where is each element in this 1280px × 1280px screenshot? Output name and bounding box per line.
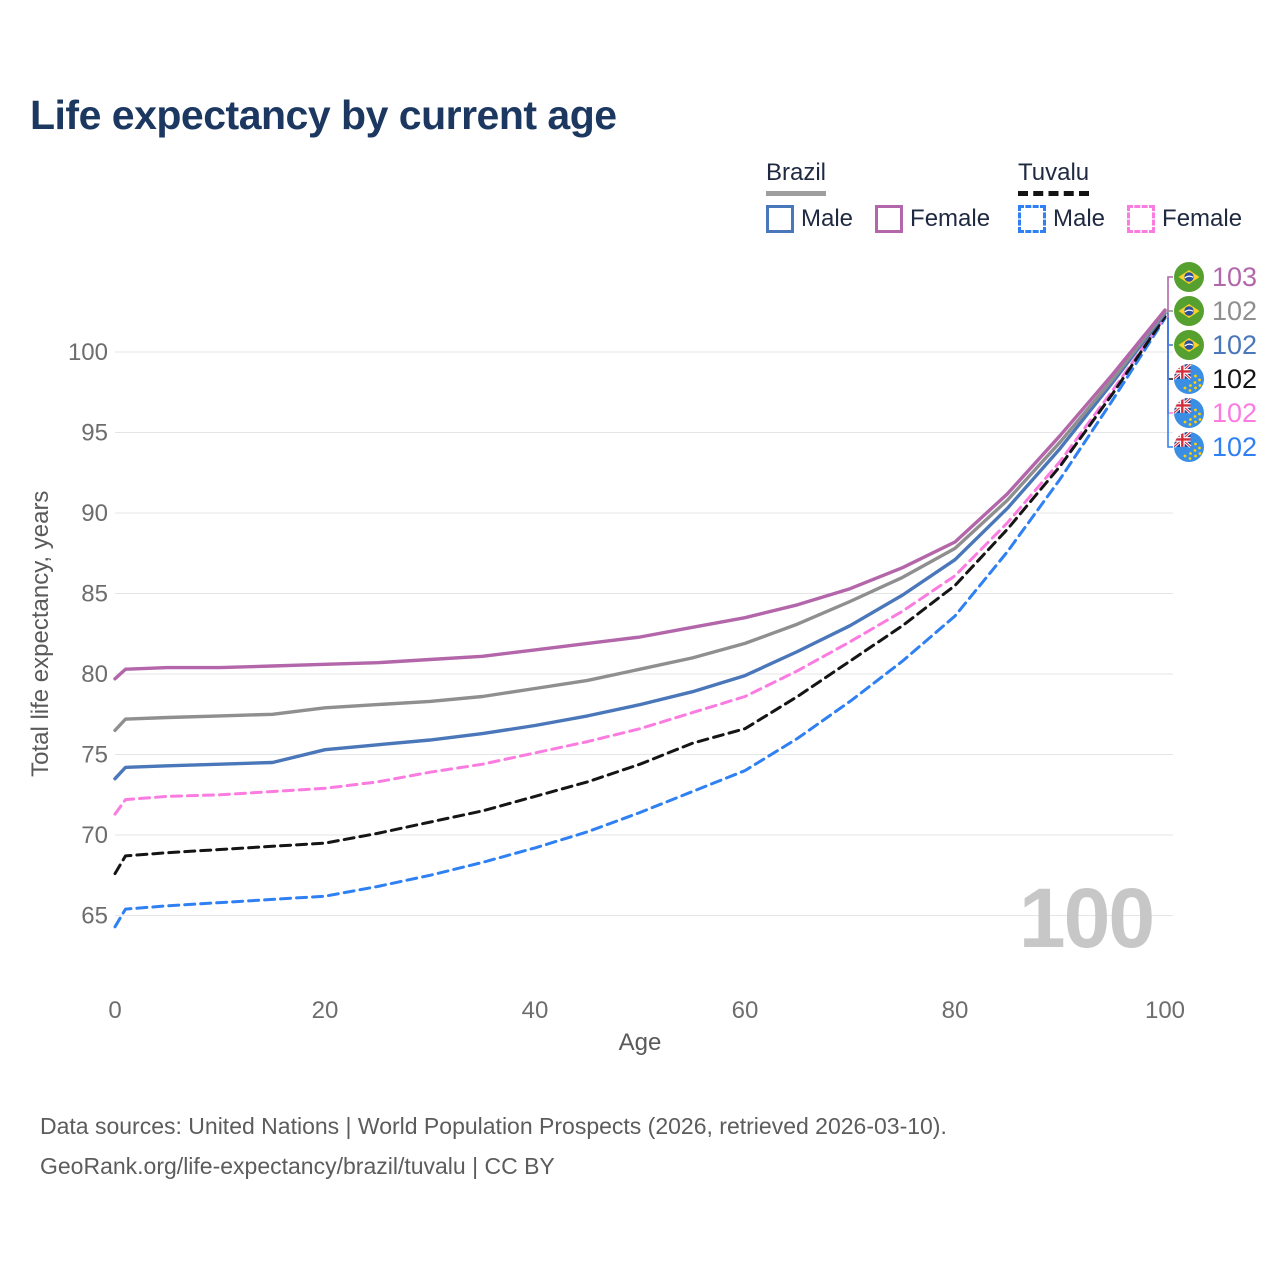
chart-footer: Data sources: United Nations | World Pop…: [40, 1106, 1240, 1186]
series-line-brazil-female[interactable]: [113, 308, 1167, 681]
legend-item-label: Female: [910, 205, 991, 233]
y-tick-label: 95: [81, 420, 108, 447]
footer-sources-line: Data sources: United Nations | World Pop…: [40, 1113, 947, 1139]
legend-row-brazil: Male Female: [766, 205, 1012, 234]
series-line-tuvalu-both-sexes[interactable]: [113, 315, 1167, 876]
legend-item-label: Female: [1162, 205, 1243, 233]
brazil-male-swatch-icon[interactable]: [766, 205, 794, 234]
y-tick-label: 80: [81, 661, 108, 688]
legend-item-tuvalu-male[interactable]: Male: [1018, 205, 1106, 234]
x-tick-label: 40: [522, 997, 549, 1024]
y-tick-label: 65: [81, 903, 108, 930]
leader-line: [1167, 310, 1173, 313]
footer-url-line: GeoRank.org/life-expectancy/brazil/tuval…: [40, 1153, 555, 1179]
series-line-brazil-both-sexes[interactable]: [113, 310, 1167, 733]
x-axis-title: Age: [619, 1029, 662, 1056]
brazil-flag-icon: [1173, 329, 1205, 361]
tuvalu-flag-icon: [1174, 398, 1204, 428]
end-value-label: 102: [1212, 330, 1257, 360]
x-tick-label: 100: [1145, 997, 1185, 1024]
legend-row-tuvalu: Male Female: [1018, 205, 1264, 234]
x-tick-label: 20: [312, 997, 339, 1024]
brazil-flag-icon: [1173, 295, 1205, 327]
tuvalu-flag-icon: [1174, 364, 1204, 394]
end-value-label: 102: [1212, 398, 1257, 428]
x-tick-label: 80: [942, 997, 969, 1024]
y-axis-title: Total life expectancy, years: [27, 491, 54, 777]
series-line-brazil-male[interactable]: [113, 311, 1167, 781]
tuvalu-male-swatch-icon[interactable]: [1018, 205, 1046, 234]
legend-group-brazil: Brazil Male Female: [766, 159, 1012, 234]
y-tick-label: 100: [68, 339, 108, 366]
chart-canvas: 65 70 75 80 85 90 95 100 0 20 40 60 80 100 Age Total li…: [27, 261, 1257, 1056]
legend-item-tuvalu-female[interactable]: Female: [1127, 205, 1243, 234]
end-value-label: 102: [1212, 296, 1257, 326]
x-tick-label: 0: [108, 997, 121, 1024]
age-watermark: 100: [1019, 871, 1153, 965]
y-tick-label: 70: [81, 822, 108, 849]
y-tick-label: 75: [81, 742, 108, 769]
leader-line: [1167, 317, 1173, 448]
x-tick-label: 60: [732, 997, 759, 1024]
series-line-tuvalu-female[interactable]: [113, 315, 1167, 816]
y-tick-label: 85: [81, 581, 108, 608]
y-tick-label: 90: [81, 500, 108, 527]
leader-line: [1167, 276, 1173, 311]
tuvalu-female-swatch-icon[interactable]: [1127, 205, 1156, 234]
end-value-label: 103: [1212, 262, 1257, 292]
legend-item-brazil-female[interactable]: Female: [875, 205, 991, 234]
end-value-label: 102: [1212, 432, 1257, 462]
legend-group-tuvalu: Tuvalu Male Female: [1018, 159, 1264, 234]
chart-title: Life expectancy by current age: [30, 92, 617, 138]
end-value-label: 102: [1212, 364, 1257, 394]
legend-item-brazil-male[interactable]: Male: [766, 205, 854, 234]
legend-item-label: Male: [1053, 205, 1106, 233]
legend-group-title-tuvalu[interactable]: Tuvalu: [1018, 159, 1090, 197]
tuvalu-flag-icon: [1174, 432, 1204, 462]
brazil-flag-icon: [1173, 261, 1205, 293]
series-line-tuvalu-male[interactable]: [113, 316, 1167, 929]
legend-group-title-brazil[interactable]: Brazil: [766, 159, 827, 197]
legend-item-label: Male: [801, 205, 854, 233]
brazil-female-swatch-icon[interactable]: [875, 205, 904, 234]
